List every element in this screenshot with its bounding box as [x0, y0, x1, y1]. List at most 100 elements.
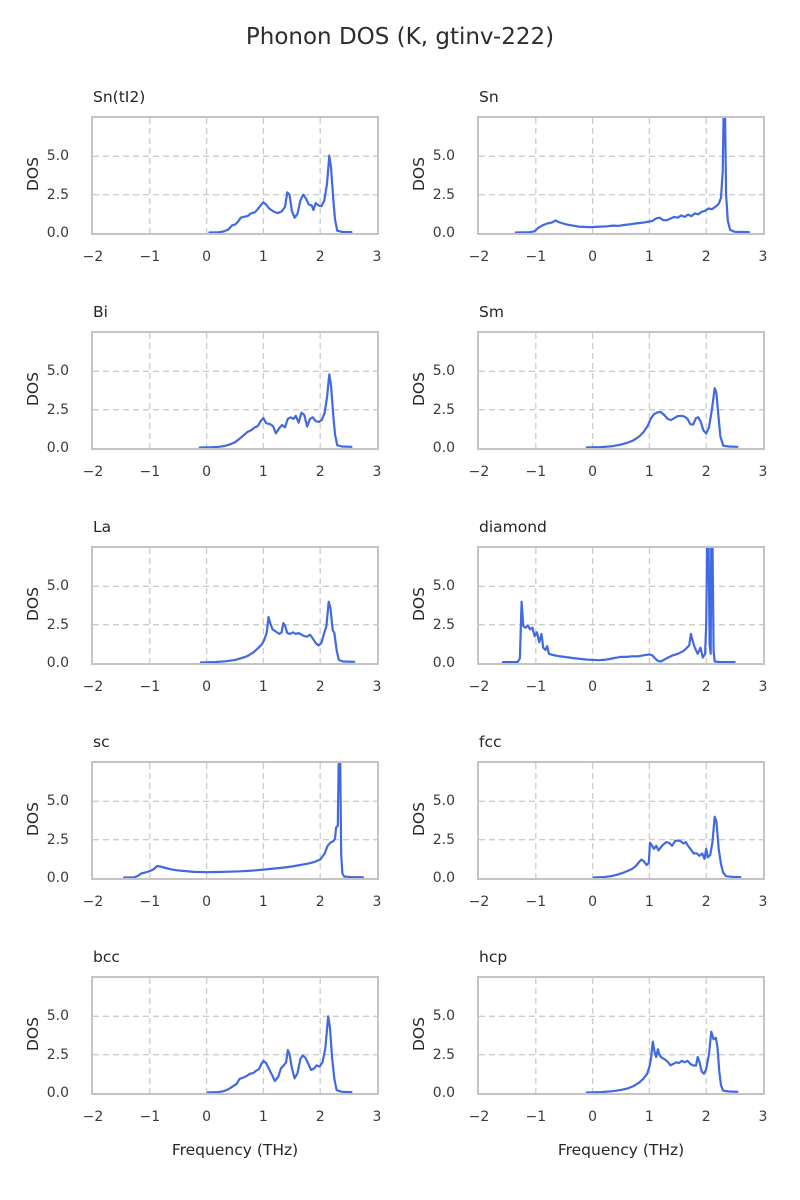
y-tick-label: 5.0 [46, 578, 69, 595]
subplot-title: La [93, 518, 112, 536]
y-tick-label: 2.5 [46, 1046, 69, 1063]
y-tick-label: 0.0 [46, 1085, 69, 1101]
x-tick-label: 1 [258, 679, 268, 695]
x-tick-label: 2 [315, 249, 325, 265]
x-tick-label: 0 [588, 1109, 598, 1125]
subplot-title: Bi [93, 303, 108, 321]
dos-curve [206, 1015, 353, 1093]
y-tick-label: 0.0 [432, 870, 455, 886]
x-tick-label: −1 [139, 894, 161, 910]
x-tick-label: 3 [372, 1109, 382, 1125]
axes [91, 546, 379, 665]
subplot-hcp: hcp DOS 0.0 2.5 5.0 −2 −1 0 1 2 3 Frequency (THz) [410, 942, 768, 1200]
x-tick-label: −1 [525, 1109, 547, 1125]
x-tick-label: 2 [701, 679, 711, 695]
y-tick-label: 0.0 [46, 440, 69, 456]
y-tick-label: 5.0 [46, 363, 69, 380]
axes [91, 761, 379, 880]
y-tick-label: 2.5 [432, 616, 455, 633]
x-tick-label: 1 [644, 464, 654, 480]
x-axis-label: Frequency (THz) [557, 1141, 685, 1159]
y-tick-label: 0.0 [432, 225, 455, 241]
subplot-sc: sc DOS 0.0 2.5 5.0 −2 −1 0 1 2 3 [24, 727, 381, 942]
x-tick-label: −2 [82, 1109, 104, 1125]
x-tick-label: 0 [202, 1109, 212, 1125]
y-tick-label: 0.0 [46, 870, 69, 886]
x-tick-label: 1 [258, 464, 268, 480]
x-tick-label: 2 [315, 679, 325, 695]
x-tick-row: −2 −1 0 1 2 3 [33, 235, 382, 297]
y-tick-label: 2.5 [432, 186, 455, 203]
x-tick-label: 1 [644, 679, 654, 695]
x-tick-label: −2 [468, 679, 490, 695]
x-tick-label: 0 [202, 249, 212, 265]
y-tick-label: 5.0 [432, 363, 455, 380]
x-tick-label: 0 [588, 464, 598, 480]
y-tick-label: 5.0 [432, 793, 455, 810]
dos-curve [501, 548, 736, 663]
x-tick-label: 3 [758, 1109, 768, 1125]
subplot-diamond: diamond DOS 0.0 2.5 5.0 −2 −1 0 1 2 3 [410, 512, 768, 727]
subplot-fcc: fcc DOS 0.0 2.5 5.0 −2 −1 0 1 2 3 [410, 727, 767, 942]
subplot-title: Sn [479, 88, 499, 106]
x-tick-label: 2 [701, 464, 711, 480]
x-tick-label: 3 [372, 464, 382, 480]
axes [477, 116, 765, 235]
y-tick-label: 2.5 [432, 1046, 455, 1063]
y-tick-label: 5.0 [46, 148, 69, 165]
y-tick-label: 0.0 [432, 655, 455, 671]
plot-canvas [93, 118, 377, 233]
subplot-title: fcc [479, 733, 502, 751]
y-tick-label: 0.0 [432, 1085, 455, 1101]
x-tick-label: −2 [82, 249, 104, 265]
x-tick-label: −2 [82, 894, 104, 910]
subplot-bi: Bi DOS 0.0 2.5 5.0 −2 −1 0 1 2 3 [24, 297, 381, 512]
axes [477, 976, 765, 1095]
x-tick-label: 3 [758, 894, 768, 910]
figure-title: Phonon DOS (K, gtinv-222) [245, 24, 555, 50]
x-tick-row: −2 −1 0 1 2 3 [419, 450, 768, 512]
x-tick-label: 3 [758, 679, 768, 695]
x-tick-label: 0 [588, 249, 598, 265]
y-tick-label: 0.0 [46, 225, 69, 241]
x-tick-row: −2 −1 0 1 2 3 [419, 665, 768, 727]
x-tick-label: 3 [758, 249, 768, 265]
plot-canvas [479, 118, 763, 233]
x-tick-label: −2 [468, 464, 490, 480]
y-tick-label: 2.5 [46, 401, 69, 418]
y-tick-label: 0.0 [432, 440, 455, 456]
axes [477, 761, 765, 880]
y-tick-label: 5.0 [432, 148, 455, 165]
dos-curve [585, 1030, 739, 1093]
x-tick-label: −1 [139, 1109, 161, 1125]
subplot-la: La DOS 0.0 2.5 5.0 −2 −1 0 1 2 3 [24, 512, 381, 727]
x-tick-label: −1 [139, 249, 161, 265]
x-tick-label: 1 [644, 894, 654, 910]
subplot-title: hcp [479, 948, 508, 966]
x-tick-label: −1 [139, 464, 161, 480]
x-tick-label: −2 [468, 1109, 490, 1125]
x-tick-label: −1 [525, 679, 547, 695]
plot-canvas [93, 333, 377, 448]
x-tick-label: 1 [258, 1109, 268, 1125]
plot-canvas [479, 548, 763, 663]
subplot-title: Sn(tI2) [93, 88, 146, 106]
plot-canvas [93, 978, 377, 1093]
x-tick-row: −2 −1 0 1 2 3 [419, 235, 768, 297]
dos-curve [199, 600, 356, 663]
plot-canvas [479, 333, 763, 448]
plot-canvas [93, 763, 377, 878]
subplot-title: diamond [479, 518, 547, 536]
plot-canvas [479, 763, 763, 878]
plot-canvas [479, 978, 763, 1093]
x-tick-row: −2 −1 0 1 2 3 [419, 1095, 768, 1139]
y-tick-label: 5.0 [432, 1008, 455, 1025]
axes [477, 546, 765, 665]
dos-curve [592, 815, 742, 878]
dos-curve [123, 763, 364, 878]
x-tick-label: −2 [82, 464, 104, 480]
x-tick-label: 0 [202, 894, 212, 910]
dos-curve [208, 154, 353, 233]
x-tick-label: 3 [372, 679, 382, 695]
x-tick-label: 3 [758, 464, 768, 480]
